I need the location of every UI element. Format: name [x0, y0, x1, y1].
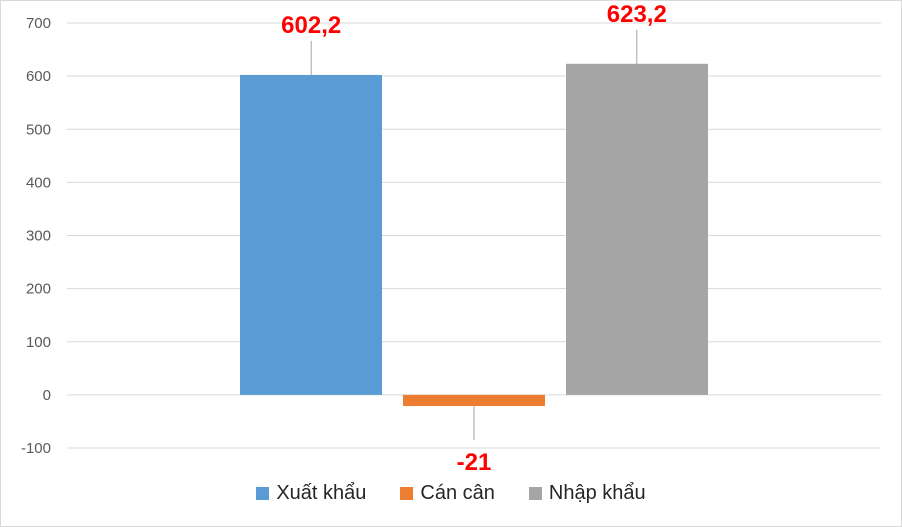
y-tick-label: 600 [26, 68, 51, 85]
data-label: 602,2 [281, 12, 341, 39]
data-label: 623,2 [607, 1, 667, 28]
bar-2 [566, 63, 708, 395]
legend-swatch [400, 486, 414, 500]
y-tick-label: 100 [26, 334, 51, 351]
y-tick-label: 400 [26, 174, 51, 191]
legend-swatch [256, 486, 270, 500]
y-tick-label: 300 [26, 228, 51, 245]
y-tick-label: -100 [21, 440, 51, 457]
legend: Xuất khẩu Cán cân Nhập khẩu [1, 479, 901, 507]
bar-1 [403, 394, 545, 407]
legend-label: Xuất khẩu [276, 481, 367, 504]
bar-0 [240, 74, 382, 395]
legend-swatch [528, 486, 542, 500]
data-label: -21 [457, 449, 492, 476]
y-tick-label: 0 [43, 387, 51, 404]
y-tick-label: 700 [26, 15, 51, 32]
legend-label: Nhập khẩu [548, 481, 646, 504]
legend-item: Nhập khẩu [528, 481, 646, 505]
y-tick-label: 200 [26, 281, 51, 298]
legend-label: Cán cân [420, 481, 495, 504]
legend-item: Cán cân [400, 482, 495, 505]
y-tick-label: 500 [26, 121, 51, 138]
legend-item: Xuất khẩu [256, 482, 366, 505]
